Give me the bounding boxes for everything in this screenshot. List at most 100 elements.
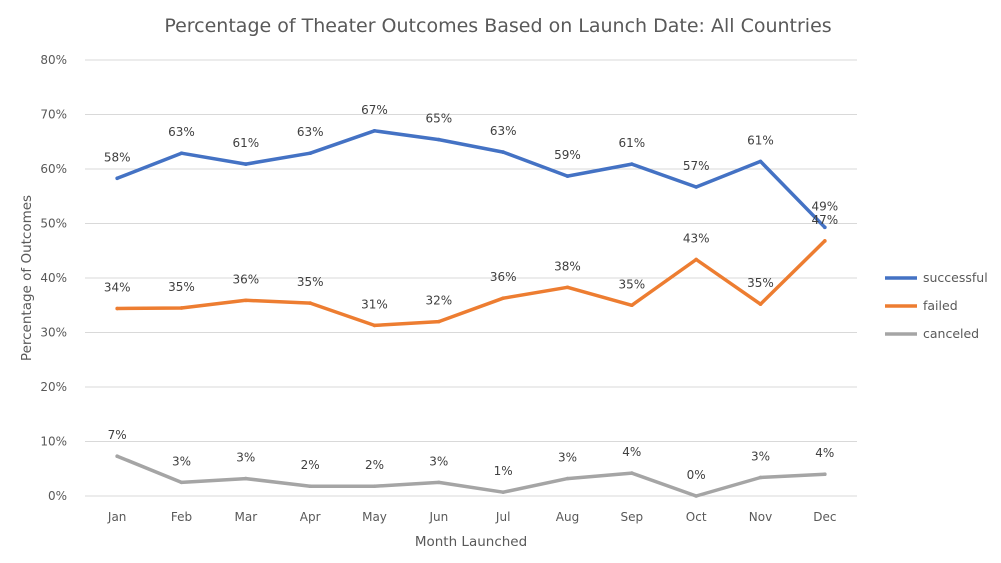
legend: successful failed canceled [885,270,988,341]
x-tick-label: Jun [428,510,448,524]
data-label-successful: 59% [554,148,581,162]
data-point-failed [694,257,698,262]
data-label-canceled: 2% [365,458,384,472]
data-label-failed: 36% [490,270,517,284]
data-point-failed [501,296,505,300]
x-tick-label: Jul [495,510,510,524]
x-tick-label: May [362,510,387,524]
data-label-canceled: 3% [172,454,191,468]
data-point-failed [630,303,634,308]
data-label-failed: 32% [425,294,452,308]
data-point-canceled [630,471,634,475]
y-tick-label: 50% [40,217,67,231]
data-label-canceled: 3% [429,454,448,468]
data-point-failed [437,319,441,324]
data-label-successful: 58% [104,150,131,164]
data-label-canceled: 3% [751,449,770,463]
x-tick-label: Oct [686,510,707,524]
data-point-successful [565,174,570,178]
data-point-failed [308,301,312,305]
data-point-successful [115,176,119,181]
x-tick-label: Sep [621,510,644,524]
data-label-successful: 61% [232,136,259,150]
series-line-successful [115,129,827,230]
data-label-canceled: 4% [622,445,641,459]
data-label-failed: 31% [361,297,388,311]
y-tick-label: 30% [40,326,67,340]
data-label-successful: 61% [618,136,645,150]
data-point-failed [179,306,184,310]
data-point-failed [372,323,377,328]
data-label-failed: 35% [297,275,324,289]
data-point-successful [308,151,312,155]
data-label-successful: 57% [683,159,710,173]
series-line-failed [115,239,827,328]
data-point-successful [694,185,698,189]
data-label-failed: 43% [683,231,710,245]
data-label-failed: 38% [554,259,581,273]
data-label-canceled: 4% [815,446,834,460]
data-point-canceled [501,490,505,494]
data-label-successful: 63% [168,125,195,139]
x-axis-ticks: Jan Feb Mar Apr May Jun Jul Aug Sep Oct Nov Dec [107,510,837,524]
data-label-failed: 36% [232,272,259,286]
data-label-failed: 35% [168,280,195,294]
data-point-canceled [565,476,570,481]
y-axis-title: Percentage of Outcomes [19,195,35,361]
data-label-failed: 47% [811,213,838,227]
data-label-failed: 35% [618,277,645,291]
data-point-successful [630,162,634,166]
data-label-canceled: 2% [301,458,320,472]
x-tick-label: Mar [235,510,258,524]
x-axis-title: Month Launched [415,534,527,550]
x-tick-label: Jan [107,510,127,524]
data-point-successful [372,129,377,133]
series-lines [115,129,827,498]
data-point-canceled [308,484,312,488]
y-tick-label: 20% [40,380,67,394]
legend-label-canceled: canceled [923,326,979,341]
data-point-failed [115,306,119,311]
data-label-successful: 65% [425,112,452,126]
data-label-successful: 49% [811,199,838,213]
data-label-canceled: 1% [494,464,513,478]
x-tick-label: Feb [171,510,192,524]
data-point-canceled [823,472,827,477]
data-label-successful: 63% [297,125,324,139]
data-label-failed: 34% [104,281,131,295]
y-tick-label: 80% [40,53,67,67]
data-label-canceled: 7% [108,428,127,442]
data-point-failed [565,285,570,290]
x-tick-label: Nov [749,510,772,524]
data-label-canceled: 3% [558,451,577,465]
y-tick-label: 70% [40,108,67,122]
data-label-successful: 61% [747,133,774,147]
data-point-successful [823,225,827,230]
legend-label-failed: failed [923,298,958,313]
data-point-failed [758,302,763,306]
data-point-successful [244,162,248,166]
data-label-canceled: 0% [687,468,706,482]
data-point-canceled [115,454,119,459]
data-label-successful: 63% [490,124,517,138]
chart-title: Percentage of Theater Outcomes Based on … [164,15,831,37]
data-point-failed [823,239,827,243]
data-point-canceled [437,480,441,485]
data-label-canceled: 3% [236,451,255,465]
data-point-canceled [758,475,763,480]
y-tick-label: 0% [48,489,67,503]
data-point-successful [179,151,184,155]
data-label-successful: 67% [361,103,388,117]
y-axis-ticks: 0% 10% 20% 30% 40% 50% 60% 70% 80% [40,53,67,503]
y-tick-label: 10% [40,435,67,449]
x-tick-label: Dec [813,510,836,524]
data-labels: 58% 63% 61% 63% 67% 65% 63% 59% 61% 57% 61% 49% 34% 3… [104,103,838,482]
data-point-canceled [694,494,698,498]
y-tick-label: 40% [40,271,67,285]
data-point-failed [244,298,248,303]
data-point-canceled [372,484,377,488]
x-tick-label: Apr [300,510,321,524]
data-label-failed: 35% [747,276,774,290]
data-point-canceled [179,480,184,485]
